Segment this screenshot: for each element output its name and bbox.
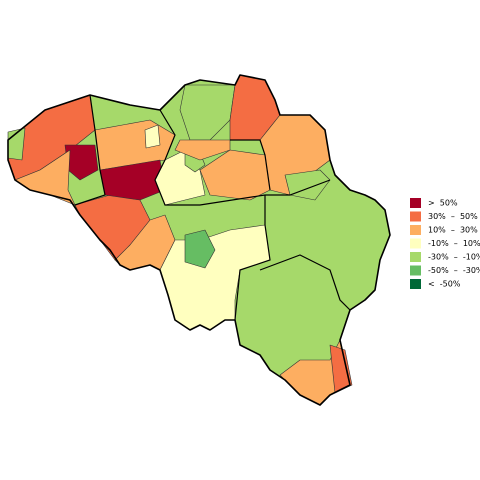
province-border bbox=[259, 254, 351, 311]
legend-swatch bbox=[410, 265, 421, 276]
province-border bbox=[154, 109, 331, 206]
region bbox=[174, 139, 231, 161]
legend-swatch bbox=[410, 225, 421, 235]
legend-label: 10% – 30% bbox=[428, 226, 478, 235]
province-border bbox=[230, 139, 271, 191]
legend-label: -10% – 10% bbox=[428, 239, 480, 248]
legend-swatch bbox=[410, 252, 421, 262]
legend-label: < -50% bbox=[428, 280, 461, 289]
legend-label: -30% – -10% bbox=[428, 253, 480, 262]
legend-label: -50% – -30% bbox=[428, 266, 480, 275]
legend: > 50% 30% – 50% 10% – 30% -10% – 10% -30% – … bbox=[410, 198, 480, 289]
country-outline bbox=[7, 74, 391, 406]
regions bbox=[7, 74, 391, 406]
province-border bbox=[234, 195, 271, 321]
legend-swatch bbox=[410, 198, 421, 208]
legend-label: 30% – 50% bbox=[428, 212, 478, 221]
region bbox=[329, 344, 353, 394]
region bbox=[184, 229, 216, 269]
legend-swatch bbox=[410, 238, 421, 249]
region bbox=[144, 124, 161, 149]
province-border bbox=[74, 94, 106, 206]
legend-swatch bbox=[410, 279, 421, 289]
legend-swatch bbox=[410, 211, 421, 222]
legend-label: > 50% bbox=[428, 199, 458, 208]
